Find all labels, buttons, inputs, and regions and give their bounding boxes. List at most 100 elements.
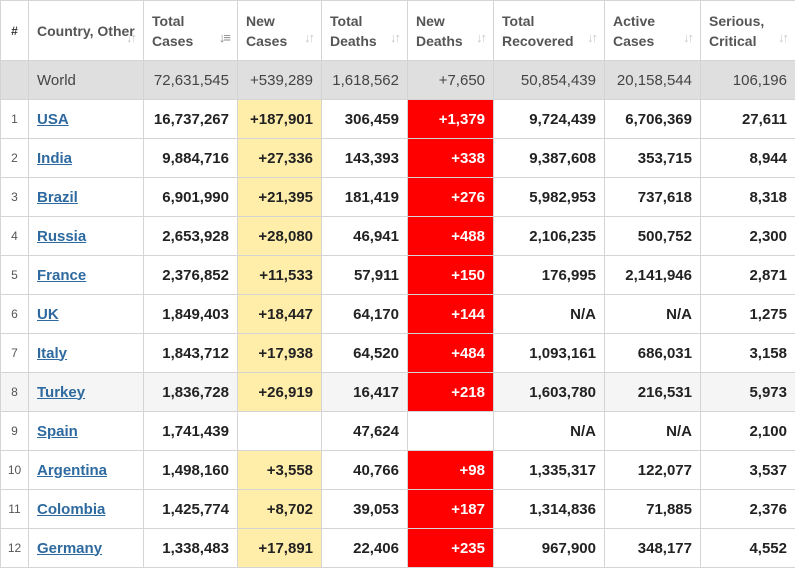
column-header-serious-critical[interactable]: Serious, Critical ↓↑: [700, 0, 795, 61]
total-recovered-cell: 1,603,780: [493, 372, 605, 412]
active-cases-cell: 216,531: [604, 372, 701, 412]
new-cases-cell: +27,336: [237, 138, 322, 178]
total-deaths-cell: 16,417: [321, 372, 408, 412]
country-link[interactable]: France: [37, 266, 87, 284]
country-cell: Colombia: [28, 489, 144, 529]
country-link[interactable]: Germany: [37, 539, 103, 557]
column-header-new-cases[interactable]: New Cases ↓↑: [237, 0, 322, 61]
country-link[interactable]: Turkey: [37, 383, 86, 401]
column-header-total-cases[interactable]: Total Cases ↓≡: [143, 0, 238, 61]
country-link[interactable]: UK: [37, 305, 59, 323]
column-header-total-deaths[interactable]: Total Deaths ↓↑: [321, 0, 408, 61]
column-header-new-deaths[interactable]: New Deaths ↓↑: [407, 0, 494, 61]
country-link[interactable]: Brazil: [37, 188, 78, 206]
serious-critical-cell: 2,376: [700, 489, 795, 529]
sort-arrows-icon[interactable]: ↓↑: [390, 30, 401, 45]
sort-desc-icon[interactable]: ↓≡: [218, 30, 231, 45]
country-cell: Turkey: [28, 372, 144, 412]
column-header-country[interactable]: Country, Other ↓↑: [28, 0, 144, 61]
table-row: 10 Argentina 1,498,160 +3,558 40,766 +98 1,335…: [0, 450, 795, 490]
country-link[interactable]: India: [37, 149, 73, 167]
table-row: 2 India 9,884,716 +27,336 143,393 +338 9,387,6…: [0, 138, 795, 178]
column-header-label: #: [11, 23, 18, 38]
country-cell: Germany: [28, 528, 144, 568]
world-total-recovered: 50,854,439: [493, 60, 605, 100]
column-header-label: Total Recovered: [502, 12, 574, 49]
total-cases-cell: 1,498,160: [143, 450, 238, 490]
total-cases-cell: 6,901,990: [143, 177, 238, 217]
country-cell: Italy: [28, 333, 144, 373]
new-cases-cell: +17,891: [237, 528, 322, 568]
sort-arrows-icon[interactable]: ↓↑: [587, 30, 598, 45]
table-row: 12 Germany 1,338,483 +17,891 22,406 +235 967,9…: [0, 528, 795, 568]
serious-critical-cell: 5,973: [700, 372, 795, 412]
sort-arrows-icon[interactable]: ↓↑: [476, 30, 487, 45]
row-index: [0, 60, 29, 100]
active-cases-cell: 737,618: [604, 177, 701, 217]
total-cases-cell: 1,741,439: [143, 411, 238, 451]
country-cell: Russia: [28, 216, 144, 256]
column-header-idx[interactable]: #: [0, 0, 29, 61]
new-deaths-cell: +150: [407, 255, 494, 295]
new-deaths-cell: +144: [407, 294, 494, 334]
new-deaths-cell: +98: [407, 450, 494, 490]
total-deaths-cell: 39,053: [321, 489, 408, 529]
serious-critical-cell: 8,318: [700, 177, 795, 217]
active-cases-cell: N/A: [604, 411, 701, 451]
country-cell: Brazil: [28, 177, 144, 217]
country-link[interactable]: Italy: [37, 344, 68, 362]
new-deaths-cell: +276: [407, 177, 494, 217]
table-row: 7 Italy 1,843,712 +17,938 64,520 +484 1,093,16…: [0, 333, 795, 373]
new-cases-cell: +17,938: [237, 333, 322, 373]
table-row: 3 Brazil 6,901,990 +21,395 181,419 +276 5,982,…: [0, 177, 795, 217]
country-cell: France: [28, 255, 144, 295]
new-cases-cell: +21,395: [237, 177, 322, 217]
country-link[interactable]: Spain: [37, 422, 78, 440]
row-index: 2: [0, 138, 29, 178]
row-index: 9: [0, 411, 29, 451]
total-cases-cell: 1,425,774: [143, 489, 238, 529]
active-cases-cell: 500,752: [604, 216, 701, 256]
serious-critical-cell: 2,300: [700, 216, 795, 256]
country-link[interactable]: USA: [37, 110, 69, 128]
table-row: 1 USA 16,737,267 +187,901 306,459 +1,379 9,724…: [0, 99, 795, 139]
column-header-total-recovered[interactable]: Total Recovered ↓↑: [493, 0, 605, 61]
active-cases-cell: 122,077: [604, 450, 701, 490]
total-recovered-cell: 9,387,608: [493, 138, 605, 178]
column-header-label: New Cases: [246, 12, 288, 49]
total-cases-cell: 16,737,267: [143, 99, 238, 139]
table-row: 4 Russia 2,653,928 +28,080 46,941 +488 2,106,2…: [0, 216, 795, 256]
active-cases-cell: N/A: [604, 294, 701, 334]
row-index: 7: [0, 333, 29, 373]
world-total-cases: 72,631,545: [143, 60, 238, 100]
new-deaths-cell: +488: [407, 216, 494, 256]
total-deaths-cell: 22,406: [321, 528, 408, 568]
table-body: World 72,631,545 +539,289 1,618,562 +7,650 50…: [0, 60, 795, 568]
new-cases-cell: +18,447: [237, 294, 322, 334]
new-cases-cell: +28,080: [237, 216, 322, 256]
country-link[interactable]: Russia: [37, 227, 87, 245]
total-recovered-cell: 967,900: [493, 528, 605, 568]
serious-critical-cell: 27,611: [700, 99, 795, 139]
row-index: 8: [0, 372, 29, 412]
new-deaths-cell: [407, 411, 494, 451]
country-cell: India: [28, 138, 144, 178]
row-index: 11: [0, 489, 29, 529]
total-recovered-cell: N/A: [493, 294, 605, 334]
table-row: 11 Colombia 1,425,774 +8,702 39,053 +187 1,314…: [0, 489, 795, 529]
column-header-active-cases[interactable]: Active Cases ↓↑: [604, 0, 701, 61]
sort-arrows-icon[interactable]: ↓↑: [304, 30, 315, 45]
serious-critical-cell: 4,552: [700, 528, 795, 568]
country-link[interactable]: Argentina: [37, 461, 108, 479]
active-cases-cell: 71,885: [604, 489, 701, 529]
country-link[interactable]: Colombia: [37, 500, 106, 518]
sort-arrows-icon[interactable]: ↓↑: [126, 30, 137, 45]
sort-arrows-icon[interactable]: ↓↑: [683, 30, 694, 45]
serious-critical-cell: 3,158: [700, 333, 795, 373]
total-recovered-cell: 1,314,836: [493, 489, 605, 529]
column-header-label: Serious, Critical: [709, 12, 765, 49]
total-cases-cell: 2,376,852: [143, 255, 238, 295]
world-total-row: World 72,631,545 +539,289 1,618,562 +7,650 50…: [0, 60, 795, 100]
new-deaths-cell: +338: [407, 138, 494, 178]
sort-arrows-icon[interactable]: ↓↑: [778, 30, 789, 45]
